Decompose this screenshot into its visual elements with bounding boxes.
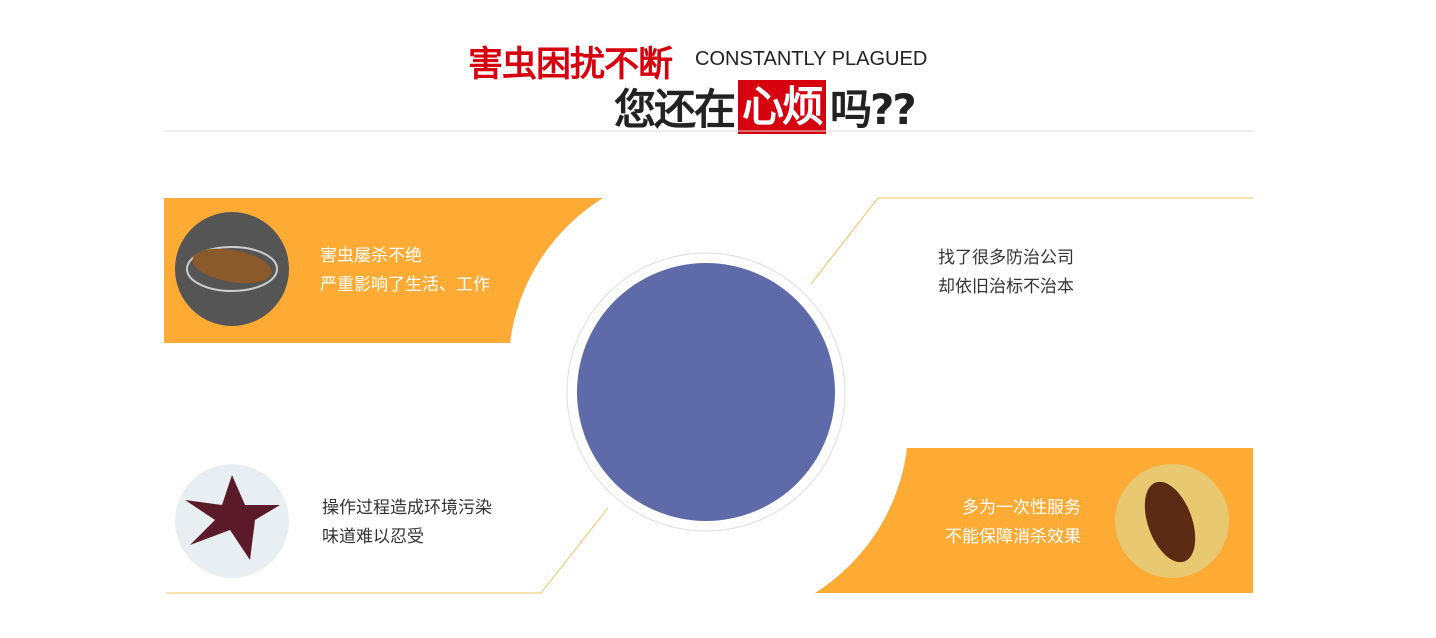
subtitle-after: 吗?? [830,85,917,134]
center-image [577,263,835,521]
subtitle-before: 您还在 [614,85,736,134]
problem-1: 害虫屡杀不绝 严重影响了生活、工作 [320,242,490,300]
title-red: 害虫困扰不断 [468,45,673,85]
problem-2-line1: 找了很多防治公司 [938,248,1074,268]
problem-1-line2: 严重影响了生活、工作 [320,275,490,295]
line-top-right [810,197,1253,285]
problem-4: 多为一次性服务 不能保障消杀效果 [945,494,1081,552]
problem-3: 操作过程造成环境污染 味道难以忍受 [322,494,492,552]
problem-4-line2: 不能保障消杀效果 [945,527,1081,547]
problem-1-line1: 害虫屡杀不绝 [320,246,422,266]
problem-2: 找了很多防治公司 却依旧治标不治本 [938,244,1074,302]
title-english: CONSTANTLY PLAGUED [695,48,928,70]
line-bottom-left [166,507,609,594]
problem-3-line2: 味道难以忍受 [322,527,424,547]
problem-2-line2: 却依旧治标不治本 [938,277,1074,297]
problem-4-line1: 多为一次性服务 [962,498,1081,518]
subtitle: 您还在 心烦 吗?? [614,76,917,137]
subtitle-highlight: 心烦 [738,79,827,134]
problem-3-line1: 操作过程造成环境污染 [322,498,492,518]
